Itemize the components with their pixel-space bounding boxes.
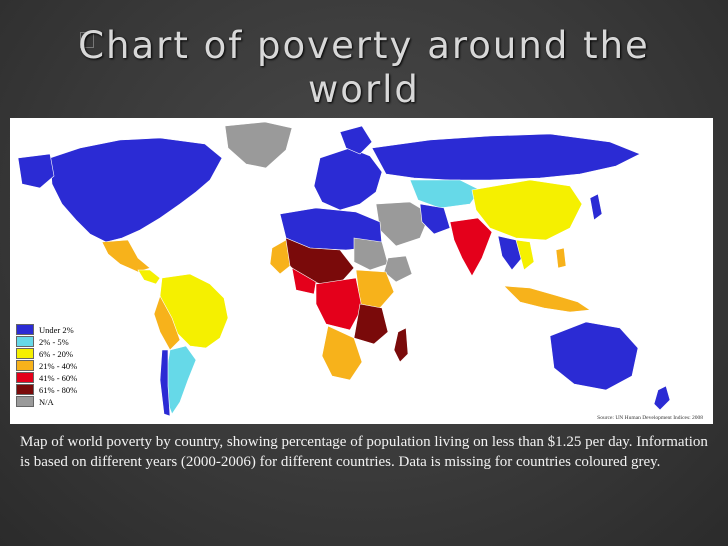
region-philippines	[555, 247, 567, 269]
region-central-asia	[409, 179, 481, 209]
legend-label: 21% - 40%	[39, 360, 78, 371]
legend-label: N/A	[39, 396, 54, 407]
region-new-zealand	[653, 385, 671, 411]
map-caption: Map of world poverty by country, showing…	[20, 434, 708, 470]
region-iran	[419, 203, 451, 235]
legend-swatch	[16, 396, 34, 407]
region-horn-africa	[383, 255, 413, 283]
region-greenland	[224, 121, 293, 169]
legend-swatch	[16, 336, 34, 347]
region-alaska	[17, 153, 55, 189]
map-graphic	[17, 121, 671, 417]
map-source-note: Source: UN Human Development Indices: 20…	[597, 415, 703, 421]
region-chile	[159, 349, 171, 417]
region-china	[471, 179, 583, 241]
slide-title: Chart of poverty around the world	[78, 24, 650, 111]
legend-swatch	[16, 360, 34, 371]
map-legend: Under 2% 2% - 5% 6% - 20% 21% - 40% 41% …	[16, 324, 77, 408]
region-russia	[371, 133, 641, 181]
region-east-central-africa	[353, 303, 389, 345]
world-poverty-map: Under 2% 2% - 5% 6% - 20% 21% - 40% 41% …	[10, 118, 713, 424]
region-north-america	[49, 137, 223, 243]
legend-item: 2% - 5%	[16, 336, 77, 347]
legend-label: 6% - 20%	[39, 348, 73, 359]
region-south-america-south	[165, 345, 197, 415]
region-indonesia	[503, 285, 591, 313]
region-indochina	[515, 239, 535, 271]
legend-item: 41% - 60%	[16, 372, 77, 383]
region-mexico	[101, 239, 151, 273]
region-west-africa-orange	[269, 239, 291, 275]
legend-label: Under 2%	[39, 324, 74, 335]
region-india	[449, 217, 493, 277]
legend-swatch	[16, 372, 34, 383]
legend-label: 2% - 5%	[39, 336, 69, 347]
region-southern-africa	[321, 325, 363, 381]
region-sudan	[353, 237, 389, 271]
title-decoration	[80, 32, 94, 48]
region-central-america	[137, 269, 161, 285]
region-europe	[313, 147, 383, 211]
legend-item: 6% - 20%	[16, 348, 77, 359]
legend-label: 41% - 60%	[39, 372, 78, 383]
region-central-africa	[315, 277, 363, 331]
legend-swatch	[16, 384, 34, 395]
legend-item: Under 2%	[16, 324, 77, 335]
legend-item: N/A	[16, 396, 77, 407]
region-scandinavia	[339, 125, 373, 155]
region-australia	[549, 321, 639, 391]
legend-item: 61% - 80%	[16, 384, 77, 395]
region-madagascar	[393, 327, 409, 363]
region-southeast-asia	[497, 235, 523, 271]
legend-swatch	[16, 324, 34, 335]
region-west-africa-red	[291, 267, 317, 295]
region-japan	[589, 193, 603, 221]
legend-item: 21% - 40%	[16, 360, 77, 371]
legend-label: 61% - 80%	[39, 384, 78, 395]
legend-swatch	[16, 348, 34, 359]
